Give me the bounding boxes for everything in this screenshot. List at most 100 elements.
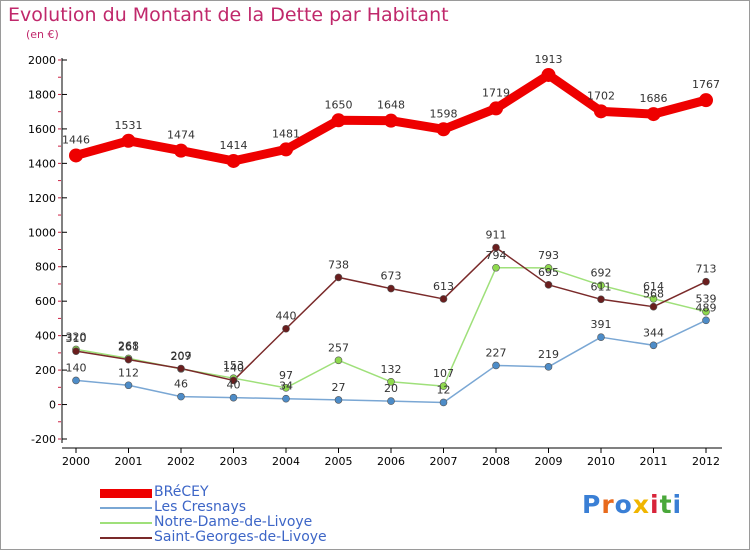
data-label: 1446 [62,133,90,146]
logo-letter: o [614,490,633,519]
data-label: 793 [538,249,559,262]
data-point [177,392,185,401]
x-tick-label: 2006 [377,455,405,468]
data-label: 1650 [325,98,353,111]
data-point [492,263,500,272]
data-point [72,376,80,385]
data-label: 344 [643,326,664,339]
data-point [439,295,448,303]
x-tick-label: 2008 [482,455,510,468]
logo-letter: x [632,490,650,519]
data-point [649,294,658,303]
data-label: 489 [696,301,717,314]
data-point [541,67,556,82]
data-point [492,243,500,252]
data-point [331,113,346,128]
data-label: 695 [538,266,559,279]
data-label: 1598 [430,107,458,120]
data-point [699,93,713,108]
data-point [124,381,133,390]
data-point [174,143,188,158]
data-label: 320 [66,330,87,343]
data-label: 611 [591,280,612,293]
data-label: 738 [328,258,349,271]
legend-label: Notre-Dame-de-Livoye [154,514,313,530]
data-label: 207 [171,350,192,363]
data-point [702,277,710,286]
data-label: 1767 [692,78,720,91]
y-tick-label: 400 [35,330,56,343]
x-tick-label: 2001 [115,455,143,468]
data-point [702,316,710,325]
data-point [544,281,553,289]
data-label: 1913 [535,53,563,66]
data-label: 1719 [482,86,510,99]
data-label: 1702 [587,89,615,102]
data-label: 140 [66,361,87,374]
data-point [226,153,241,168]
y-tick-label: 1000 [28,226,56,239]
data-label: 613 [433,280,454,293]
data-label: 1531 [115,119,143,132]
y-tick-label: 600 [35,295,56,308]
data-point [279,142,293,157]
logo-letter: P [582,490,602,519]
proxiti-logo: Proxiti [582,490,682,519]
legend-label: BRéCEY [154,484,209,500]
chart-axes: -200 0 200 400 600 800 1000 1200 1400 1600 1800 200… [28,54,722,468]
chart-title: Evolution du Montant de la Dette par Hab… [8,4,449,26]
data-point [69,148,83,163]
data-point [597,333,605,341]
data-label: 673 [381,270,402,283]
y-tick-label: 1200 [28,192,56,205]
data-label: 261 [118,341,139,354]
data-point [436,122,451,137]
data-label: 1481 [272,127,300,140]
x-tick-label: 2000 [62,455,90,468]
data-point [544,363,553,371]
data-point [597,281,605,290]
legend-label: Les Cresnays [154,499,247,515]
data-point [489,101,503,116]
logo-letter: t [659,490,673,519]
data-label: 27 [332,381,346,394]
x-tick-label: 2007 [430,455,458,468]
data-point [177,364,185,373]
data-label: 132 [381,363,402,376]
legend-swatch [100,489,152,498]
data-label: 140 [223,361,244,374]
data-label: 391 [591,318,612,331]
data-point [594,104,608,119]
data-point [282,394,290,403]
data-label: 1414 [220,139,248,152]
data-point [72,347,80,355]
data-label: 12 [437,383,451,396]
x-tick-label: 2012 [692,455,720,468]
x-tick-label: 2009 [535,455,563,468]
y-tick-label: 0 [49,399,56,412]
data-point [334,356,343,365]
y-tick-label: 200 [35,364,56,377]
data-label: 153 [223,359,244,372]
y-tick-label: 1800 [28,88,56,101]
data-point [649,302,658,311]
data-point [387,397,395,405]
data-point [387,378,395,386]
data-point [121,133,136,148]
data-label: 268 [118,339,139,352]
data-label: 227 [486,346,507,359]
data-label: 911 [486,229,507,242]
data-label: 20 [384,382,398,395]
y-tick-label: 1400 [28,157,56,170]
data-point [282,384,290,392]
data-label: 46 [174,378,188,391]
data-label: 713 [696,263,717,276]
data-point [124,355,133,364]
data-label: 219 [538,348,559,361]
y-tick-label: 800 [35,261,56,274]
data-label: 310 [66,332,87,345]
data-label: 1686 [640,92,668,105]
x-tick-label: 2004 [272,455,300,468]
chart-series [69,67,713,407]
data-label: 209 [171,350,192,363]
